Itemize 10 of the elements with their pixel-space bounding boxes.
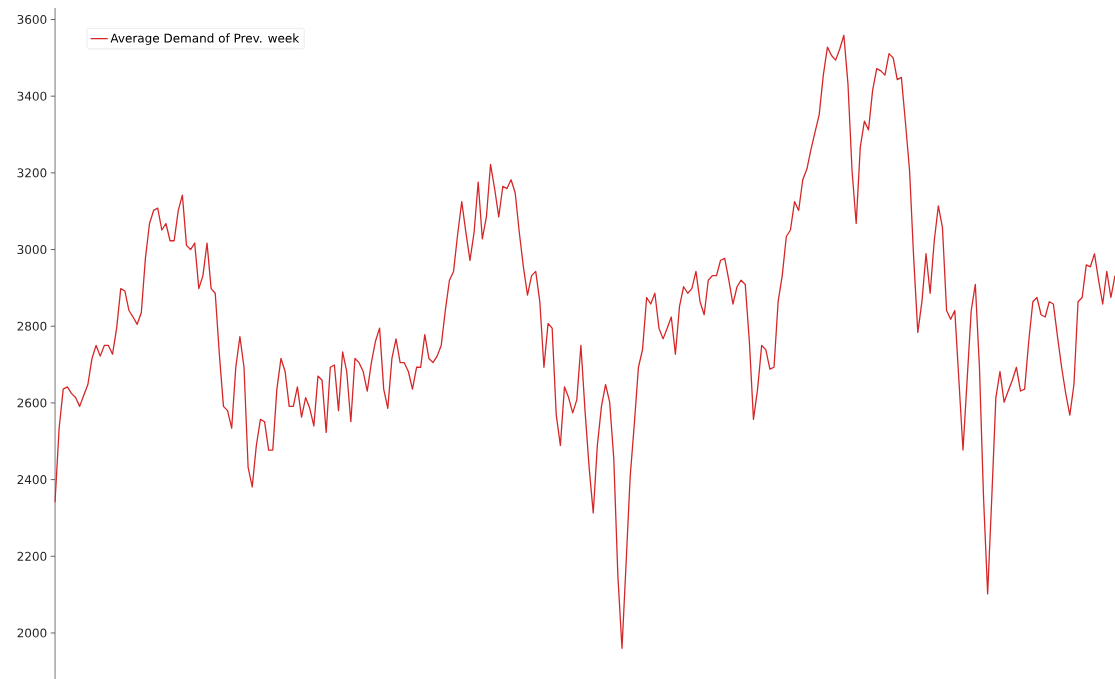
y-tick-label: 2400 xyxy=(17,475,47,485)
y-tick-label: 2000 xyxy=(17,628,47,638)
y-tick-label: 3600 xyxy=(17,14,47,25)
y-tick-label: 3000 xyxy=(17,245,47,255)
y-tick-label: 3400 xyxy=(17,91,47,101)
legend-label: Average Demand of Prev. week xyxy=(110,33,300,45)
y-tick-label: 3200 xyxy=(17,168,47,178)
y-tick-label: 2200 xyxy=(17,551,47,561)
y-tick-label: 2600 xyxy=(17,398,47,408)
y-tick-label: 2800 xyxy=(17,321,47,331)
